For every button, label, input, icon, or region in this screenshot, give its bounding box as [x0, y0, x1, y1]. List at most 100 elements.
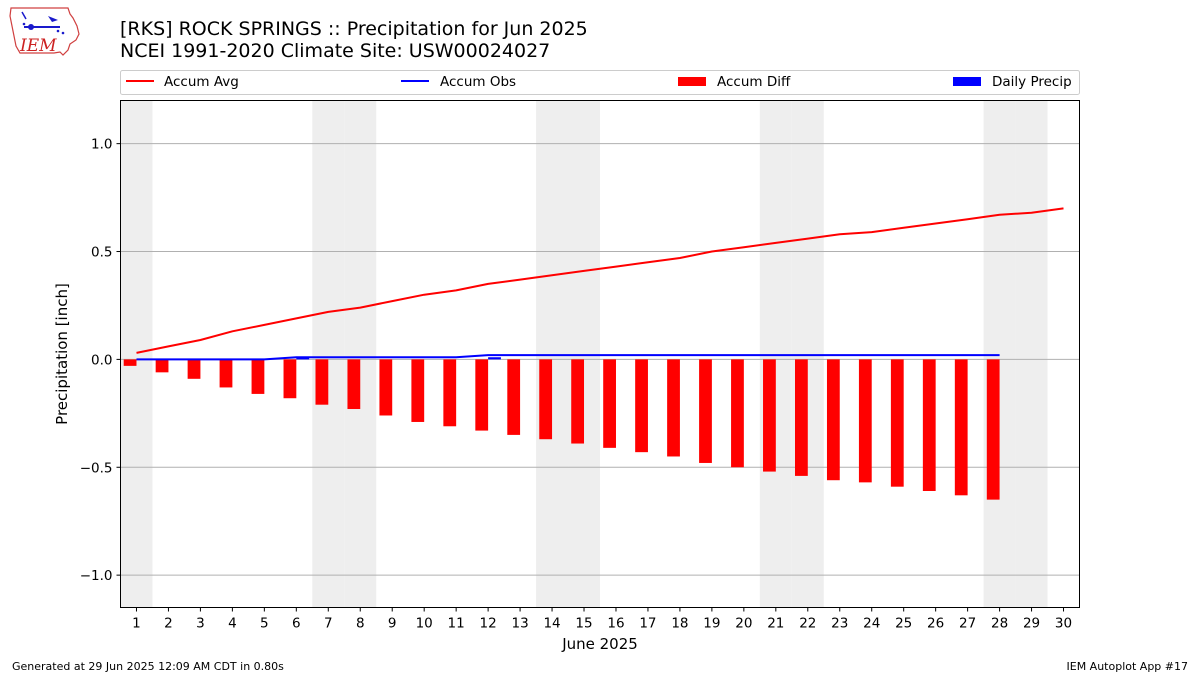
weekend-band: [1015, 100, 1048, 608]
x-tick-label: 3: [196, 616, 205, 632]
accum-diff-bar: [283, 359, 297, 399]
y-tick-label: −1.0: [80, 568, 113, 584]
y-axis: −1.0 −0.5 0.0 0.5 1.0: [80, 137, 121, 584]
x-axis: 1 2 3 4 5 6 7 8 9 10 11 12 13 14 15 16 17 18 19 20 21 22 23 24 2…: [132, 607, 1072, 632]
legend-swatch-daily-precip: [953, 77, 981, 86]
chart-title: [RKS] ROCK SPRINGS :: Precipitation for …: [120, 18, 588, 40]
x-tick-label: 22: [799, 616, 816, 632]
accum-diff-bar: [954, 359, 968, 496]
y-tick-label: −0.5: [80, 460, 113, 476]
daily-precip-bar: [488, 357, 501, 360]
x-tick-label: 9: [388, 616, 397, 632]
x-tick-label: 28: [991, 616, 1008, 632]
x-tick-label: 24: [863, 616, 880, 632]
x-tick-label: 27: [959, 616, 976, 632]
accum-avg-line: [136, 207, 1064, 354]
x-tick-label: 19: [703, 616, 720, 632]
x-tick-label: 20: [735, 616, 752, 632]
y-tick-label: 0.0: [91, 352, 112, 368]
x-tick-label: 17: [639, 616, 656, 632]
accum-diff-bar: [603, 359, 616, 448]
accum-diff-bar: [667, 359, 680, 457]
footer-generated: Generated at 29 Jun 2025 12:09 AM CDT in…: [12, 660, 284, 673]
weekend-bands: [120, 100, 1048, 608]
accum-diff-bar: [539, 359, 553, 440]
legend-swatch-accum-diff: [678, 77, 706, 86]
legend-label-accum-diff: Accum Diff: [717, 74, 791, 90]
series-lines: [136, 207, 1064, 361]
accum-diff-bar: [858, 359, 872, 483]
daily-precip-bar: [296, 357, 310, 360]
x-tick-label: 23: [831, 616, 848, 632]
weekend-band: [344, 100, 377, 608]
iem-logo: IEM: [9, 7, 80, 56]
accum-diff-bars: [123, 359, 1000, 500]
gridlines: [120, 143, 1080, 576]
x-tick-label: 25: [895, 616, 912, 632]
accum-obs-line: [136, 354, 1000, 361]
chart-subtitle: NCEI 1991-2020 Climate Site: USW00024027: [120, 40, 550, 62]
y-tick-label: 0.5: [91, 245, 112, 261]
x-tick-label: 8: [356, 616, 365, 632]
accum-diff-bar: [699, 359, 712, 463]
accum-diff-bar: [571, 359, 585, 444]
accum-diff-bar: [155, 359, 169, 373]
x-tick-label: 10: [416, 616, 433, 632]
x-tick-label: 1: [132, 616, 141, 632]
accum-diff-bar: [763, 359, 776, 472]
weekend-band: [759, 100, 792, 608]
legend-frame: [120, 70, 1080, 95]
weekend-band: [536, 100, 569, 608]
accum-diff-bar: [731, 359, 744, 468]
x-tick-label: 13: [511, 616, 528, 632]
accum-diff-bar: [123, 359, 137, 366]
legend-label-daily-precip: Daily Precip: [992, 74, 1072, 90]
accum-diff-bar: [986, 359, 1000, 500]
weekend-band: [312, 100, 345, 608]
legend: Accum Avg Accum Obs Accum Diff Daily Pre…: [120, 70, 1080, 95]
weekend-band: [791, 100, 824, 608]
accum-diff-bar: [251, 359, 265, 394]
x-tick-label: 4: [228, 616, 237, 632]
accum-diff-bar: [890, 359, 904, 487]
x-tick-label: 5: [260, 616, 269, 632]
legend-label-accum-avg: Accum Avg: [164, 74, 239, 90]
x-tick-label: 2: [164, 616, 173, 632]
weekend-band: [120, 100, 153, 608]
accum-diff-bar: [411, 359, 425, 422]
legend-label-accum-obs: Accum Obs: [440, 74, 516, 90]
logo-text: IEM: [19, 36, 57, 56]
x-tick-label: 18: [671, 616, 688, 632]
daily-precip-bars: [296, 357, 501, 360]
state-outline-icon: [9, 7, 80, 56]
x-tick-label: 6: [292, 616, 301, 632]
footer-app: IEM Autoplot App #17: [1067, 660, 1189, 673]
accum-diff-bar: [922, 359, 936, 491]
weekend-band: [568, 100, 600, 608]
accum-diff-bar: [507, 359, 521, 435]
weekend-band: [983, 100, 1016, 608]
accum-diff-bar: [475, 359, 489, 431]
x-tick-label: 16: [607, 616, 624, 632]
x-tick-label: 26: [927, 616, 944, 632]
accum-diff-bar: [635, 359, 648, 453]
x-tick-label: 30: [1055, 616, 1072, 632]
y-tick-label: 1.0: [91, 137, 112, 153]
accum-diff-bar: [379, 359, 393, 416]
plot-frame: [120, 100, 1080, 608]
x-tick-label: 12: [480, 616, 497, 632]
accum-diff-bar: [219, 359, 233, 388]
x-tick-label: 15: [575, 616, 592, 632]
x-tick-label: 21: [767, 616, 784, 632]
x-tick-label: 7: [324, 616, 333, 632]
x-tick-label: 11: [448, 616, 465, 632]
accum-diff-bar: [315, 359, 329, 405]
accum-diff-bar: [826, 359, 840, 481]
y-axis-label: Precipitation [inch]: [53, 283, 71, 425]
accum-diff-bar: [443, 359, 457, 427]
x-axis-label: June 2025: [561, 635, 638, 653]
accum-diff-bar: [794, 359, 808, 476]
x-tick-label: 29: [1023, 616, 1040, 632]
accum-diff-bar: [347, 359, 361, 410]
